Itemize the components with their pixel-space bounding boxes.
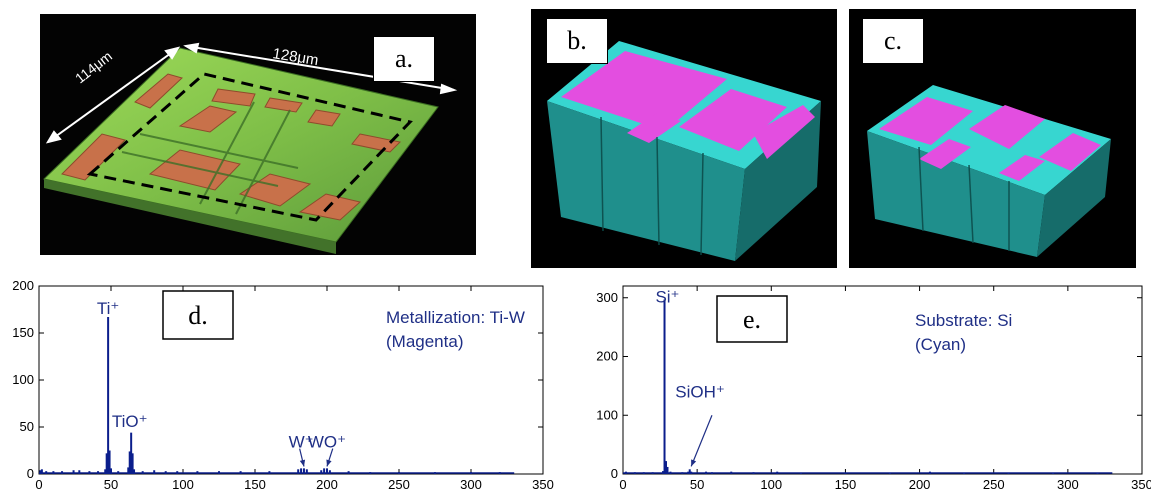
- chart-e-xtick-label: 0: [619, 477, 626, 492]
- chart-e-xtick-label: 250: [983, 477, 1005, 492]
- chart-e-plot-frame: [622, 285, 1143, 475]
- chart-d-xtick-label: 300: [460, 477, 482, 492]
- panel-b-3d-image: [531, 9, 837, 268]
- chart-e-title-line: Substrate: Si: [915, 311, 1012, 330]
- chart-e-xtick-label: 50: [690, 477, 704, 492]
- panel-a-label: a.: [373, 36, 435, 82]
- panel-b-label: b.: [546, 18, 608, 64]
- chart-d-title-line: (Magenta): [386, 332, 463, 351]
- panel-c-label: c.: [862, 18, 924, 64]
- chart-e-xtick-label: 350: [1131, 477, 1151, 492]
- chart-e-label-box: [716, 295, 788, 343]
- chart-d-xtick-label: 50: [104, 477, 118, 492]
- dim-width-label: 128μm: [271, 45, 319, 69]
- chart-d: 0 50 100 150 200 250 300 350 0 50 100 150 200 Ti⁺ TiO⁺…: [0, 276, 565, 504]
- chart-d-title-line: Metallization: Ti-W: [386, 308, 525, 327]
- chart-d-svg: 0 50 100 150 200 250 300 350 0 50 100 150 200 Ti⁺ TiO⁺…: [12, 278, 554, 492]
- chart-e-arrow: [690, 415, 713, 467]
- chart-e-ytick-label: 300: [596, 290, 618, 305]
- chart-e-peak-label: Si⁺: [655, 287, 679, 306]
- chart-d-ytick-label: 100: [12, 372, 34, 387]
- chart-d-peak-label: WO⁺: [308, 433, 346, 452]
- chart-d-ytick-label: 0: [27, 466, 34, 481]
- chart-e-ytick-label: 100: [596, 407, 618, 422]
- chart-d-peak-label: Ti⁺: [97, 299, 120, 318]
- chart-d-xtick-label: 150: [244, 477, 266, 492]
- chart-d-panel-label: d.: [188, 301, 208, 330]
- chart-d-xtick-label: 100: [172, 477, 194, 492]
- dim-depth-label: 114μm: [72, 48, 115, 87]
- chart-d-xtick-label: 250: [388, 477, 410, 492]
- chart-e-arrow-head: [691, 459, 697, 467]
- chart-d-xtick-label: 0: [35, 477, 42, 492]
- chart-e-xtick-label: 150: [835, 477, 857, 492]
- chart-e-peak-label: SiOH⁺: [675, 383, 725, 402]
- chart-d-xtick-label: 200: [316, 477, 338, 492]
- chart-d-arrow-head: [326, 459, 332, 467]
- chart-d-label-box: [162, 290, 234, 340]
- chart-e-title-line: (Cyan): [915, 335, 966, 354]
- chart-e-svg: 0 50 100 150 200 250 300 350 0 100 200 300 Si⁺ SiOH⁺ S…: [596, 285, 1151, 492]
- chart-d-plot-frame: [38, 285, 544, 475]
- chart-e-ytick-label: 0: [611, 466, 618, 481]
- chart-d-ytick-label: 50: [20, 419, 34, 434]
- topography-image: 114μm 128μm: [42, 42, 458, 254]
- chart-e: 0 50 100 150 200 250 300 350 0 100 200 300 Si⁺ SiOH⁺ S…: [578, 276, 1151, 504]
- chart-d-ytick-label: 150: [12, 325, 34, 340]
- chart-e-xtick-label: 100: [760, 477, 782, 492]
- chart-d-ytick-label: 200: [12, 278, 34, 293]
- chart-d-xtick-label: 350: [532, 477, 554, 492]
- chart-e-ytick-label: 200: [596, 349, 618, 364]
- block-c-render: [867, 85, 1111, 257]
- chart-d-arrow-head: [299, 459, 306, 467]
- block-b-render: [547, 41, 821, 261]
- chart-e-xtick-label: 300: [1057, 477, 1079, 492]
- chart-e-panel-label: e.: [743, 305, 761, 334]
- chart-d-peak-label: W⁺: [289, 433, 314, 452]
- chart-e-xtick-label: 200: [909, 477, 931, 492]
- chart-d-peak-label: TiO⁺: [112, 412, 148, 431]
